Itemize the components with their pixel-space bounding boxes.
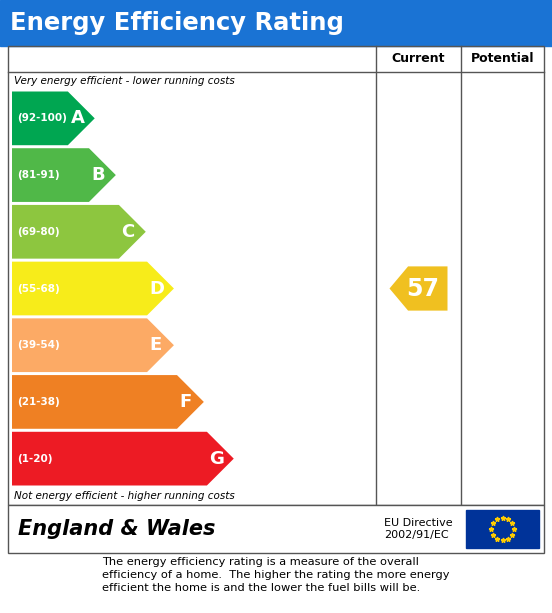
Text: A: A xyxy=(71,109,84,128)
Text: (55-68): (55-68) xyxy=(17,283,60,294)
Text: C: C xyxy=(121,223,135,241)
Text: Energy Efficiency Rating: Energy Efficiency Rating xyxy=(10,11,344,35)
Text: Not energy efficient - higher running costs: Not energy efficient - higher running co… xyxy=(14,491,235,501)
Text: (21-38): (21-38) xyxy=(17,397,60,407)
Polygon shape xyxy=(12,375,204,428)
Text: F: F xyxy=(179,393,192,411)
Polygon shape xyxy=(12,91,95,145)
Text: (39-54): (39-54) xyxy=(17,340,60,350)
Text: Current: Current xyxy=(392,53,445,66)
Bar xyxy=(466,510,539,548)
Bar xyxy=(0,0,552,46)
Text: B: B xyxy=(92,166,105,184)
Polygon shape xyxy=(12,262,174,315)
Text: G: G xyxy=(210,450,225,468)
Text: (92-100): (92-100) xyxy=(17,113,67,123)
Text: EU Directive
2002/91/EC: EU Directive 2002/91/EC xyxy=(384,518,453,540)
Bar xyxy=(8,46,544,505)
Text: 57: 57 xyxy=(407,276,439,300)
Polygon shape xyxy=(12,205,146,259)
Text: Very energy efficient - lower running costs: Very energy efficient - lower running co… xyxy=(14,76,235,86)
Bar xyxy=(8,505,544,553)
Polygon shape xyxy=(12,318,174,372)
Polygon shape xyxy=(390,267,448,311)
Text: (81-91): (81-91) xyxy=(17,170,60,180)
Text: E: E xyxy=(150,336,162,354)
Text: The energy efficiency rating is a measure of the overall
efficiency of a home.  : The energy efficiency rating is a measur… xyxy=(102,557,450,593)
Text: Potential: Potential xyxy=(471,53,534,66)
Text: (69-80): (69-80) xyxy=(17,227,60,237)
Text: (1-20): (1-20) xyxy=(17,454,52,463)
Text: D: D xyxy=(150,280,164,297)
Polygon shape xyxy=(12,148,116,202)
Polygon shape xyxy=(12,432,233,485)
Text: England & Wales: England & Wales xyxy=(18,519,215,539)
